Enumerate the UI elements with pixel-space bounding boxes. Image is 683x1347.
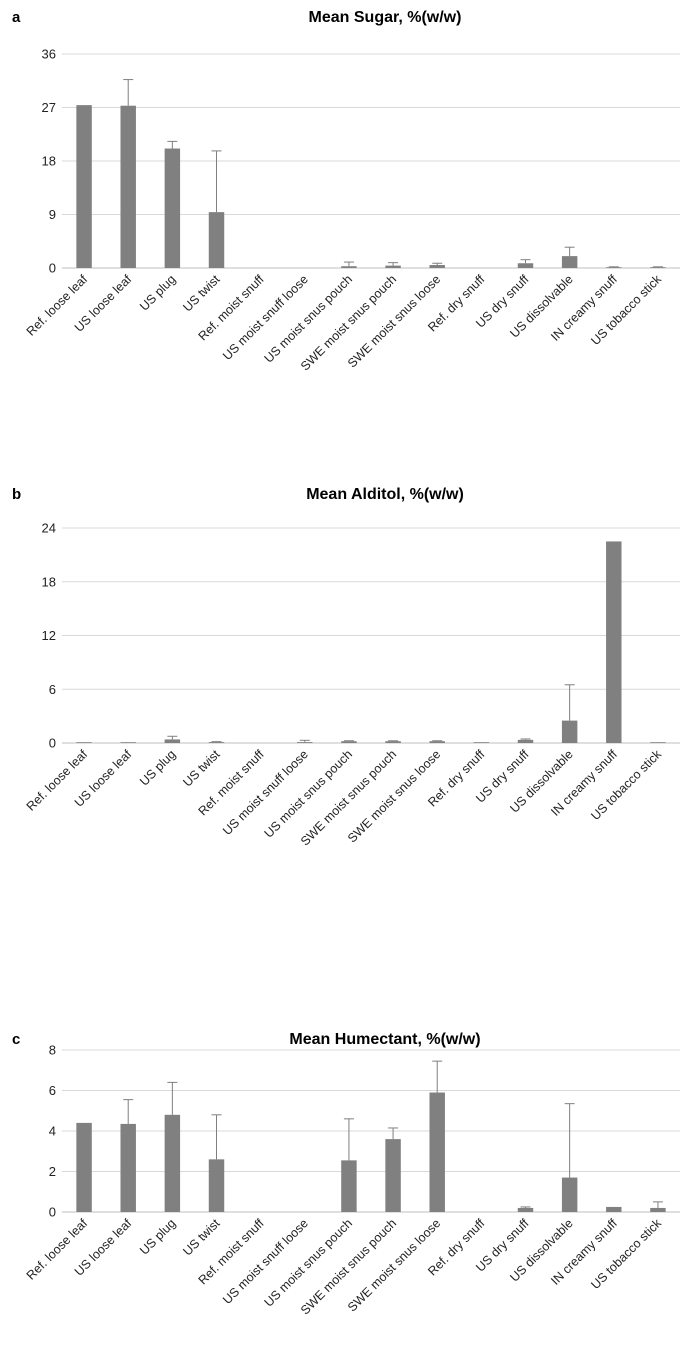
y-tick-label: 0 [49, 261, 56, 276]
panel-letter: a [12, 9, 21, 26]
chart-title: Mean Humectant, %(w/w) [289, 1031, 480, 1048]
y-tick-label: 36 [42, 47, 56, 62]
bar [606, 541, 622, 743]
bar [76, 105, 92, 268]
bar [341, 1160, 357, 1212]
y-tick-label: 0 [49, 736, 56, 751]
bar [297, 742, 313, 743]
bar [561, 720, 578, 743]
bar [385, 741, 401, 743]
y-tick-label: 0 [49, 1205, 56, 1220]
y-tick-label: 18 [42, 154, 56, 169]
bar [429, 1092, 445, 1212]
y-tick-label: 24 [42, 521, 56, 536]
bar [473, 742, 490, 743]
bar [606, 267, 622, 268]
bar [650, 1207, 666, 1212]
bar [208, 212, 225, 268]
panel-letter: c [12, 1031, 20, 1048]
bar [120, 742, 136, 743]
bar [385, 1139, 401, 1212]
x-tick-label: US moist snuff loose [220, 1216, 311, 1307]
x-tick-label: US moist snuff loose [220, 272, 311, 363]
y-tick-label: 2 [49, 1164, 56, 1179]
bar [429, 265, 445, 268]
bar [208, 742, 225, 743]
x-tick-label: US twist [180, 272, 223, 315]
chart-title: Mean Alditol, %(w/w) [306, 486, 464, 503]
y-tick-label: 4 [49, 1124, 56, 1139]
y-tick-label: 18 [42, 574, 56, 589]
bar [120, 105, 136, 268]
bar [385, 265, 401, 268]
bar [517, 1207, 534, 1212]
bar [606, 1206, 622, 1212]
bar [517, 263, 534, 268]
x-tick-label: US twist [180, 747, 223, 790]
x-tick-label: US moist snus pouch [262, 1216, 355, 1309]
bar [517, 739, 534, 743]
x-tick-label: US moist snus pouch [262, 272, 355, 365]
bar [650, 742, 666, 743]
panel-letter: b [12, 486, 21, 503]
bar [561, 1177, 578, 1212]
bar [341, 266, 357, 268]
bar [164, 148, 181, 268]
y-tick-label: 6 [49, 1083, 56, 1098]
bar [164, 739, 181, 743]
x-tick-label: US plug [137, 747, 178, 788]
y-tick-label: 12 [42, 628, 56, 643]
x-tick-label: US plug [137, 272, 178, 313]
y-tick-label: 8 [49, 1043, 56, 1058]
bar [76, 742, 92, 743]
bar [650, 267, 666, 268]
chart-title: Mean Sugar, %(w/w) [309, 9, 462, 26]
bar [120, 1123, 136, 1212]
bar [208, 1159, 225, 1212]
bar [164, 1114, 181, 1212]
bar [341, 741, 357, 743]
bar [561, 256, 578, 268]
x-tick-label: US plug [137, 1216, 178, 1257]
x-tick-label: US twist [180, 1216, 223, 1259]
bar [76, 1122, 92, 1212]
y-tick-label: 6 [49, 682, 56, 697]
bar [429, 741, 445, 743]
x-tick-label: US moist snus pouch [262, 747, 355, 840]
y-tick-label: 9 [49, 207, 56, 222]
x-tick-label: US moist snuff loose [220, 747, 311, 838]
y-tick-label: 27 [42, 100, 56, 115]
